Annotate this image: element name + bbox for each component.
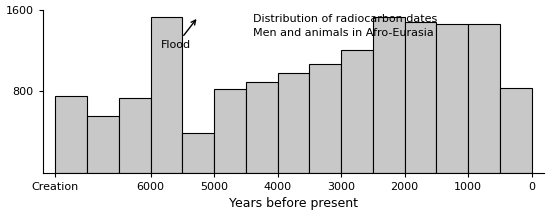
Bar bbox=[246, 82, 278, 173]
Bar bbox=[278, 73, 310, 173]
Text: Flood: Flood bbox=[161, 20, 196, 50]
Bar bbox=[214, 89, 246, 173]
Bar bbox=[183, 133, 214, 173]
Bar bbox=[56, 96, 87, 173]
Bar bbox=[341, 50, 373, 173]
Bar bbox=[373, 17, 405, 173]
X-axis label: Years before present: Years before present bbox=[229, 197, 358, 210]
Bar bbox=[500, 88, 532, 173]
Bar bbox=[405, 22, 437, 173]
Bar bbox=[151, 17, 183, 173]
Text: Distribution of radiocarbon dates
Men and animals in Afro-Eurasia: Distribution of radiocarbon dates Men an… bbox=[254, 14, 438, 38]
Bar bbox=[87, 116, 119, 173]
Bar bbox=[468, 24, 500, 173]
Bar bbox=[119, 98, 151, 173]
Bar bbox=[437, 24, 468, 173]
Bar bbox=[310, 64, 341, 173]
